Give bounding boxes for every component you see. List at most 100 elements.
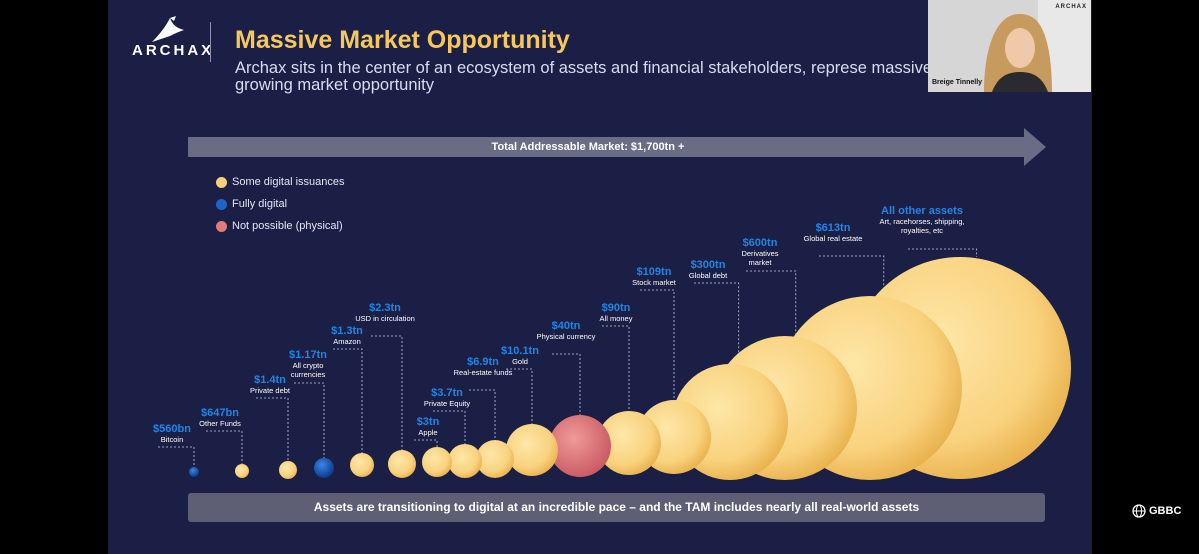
asset-value: $90tn: [601, 302, 631, 314]
connector-line: [552, 353, 581, 415]
asset-name: Real-estate funds: [453, 368, 513, 377]
asset-name: Art, racehorses, shipping, royalties, et…: [879, 217, 965, 235]
asset-value: $1.4tn: [254, 374, 286, 386]
asset-name: Gold: [512, 357, 528, 366]
asset-label: $6.9tn Real-estate funds: [438, 356, 528, 377]
legend-item-fully-digital: Fully digital: [216, 196, 287, 212]
asset-value: $109tn: [636, 266, 672, 278]
presenter-video-icon: [928, 0, 1091, 92]
asset-bubble: [549, 415, 611, 477]
asset-name: Amazon: [333, 337, 361, 346]
connector-line: [469, 389, 496, 440]
asset-value: $300tn: [690, 259, 726, 271]
archax-logo-text: ARCHAX: [132, 42, 215, 59]
asset-bubble: [279, 461, 297, 479]
asset-name: Private debt: [249, 386, 291, 395]
asset-label: $647bn Other Funds: [175, 407, 265, 428]
asset-name: Apple: [418, 428, 438, 437]
presenter-name: Breige Tinnelly: [932, 79, 983, 86]
legend-label: Fully digital: [232, 198, 288, 210]
asset-name: All money: [599, 314, 633, 323]
asset-label: $90tn All money: [571, 302, 661, 323]
legend-label: Some digital issuances: [232, 176, 345, 188]
asset-label: $560bn Bitcoin: [127, 423, 217, 444]
presentation-slide: ARCHAX Massive Market Opportunity Archax…: [108, 0, 1092, 554]
archax-bird-logo-icon: [152, 16, 184, 42]
asset-label: $1.4tn Private debt: [225, 374, 315, 395]
asset-name: Bitcoin: [160, 435, 184, 444]
asset-label: $3tn Apple: [383, 416, 473, 437]
connector-line: [206, 430, 243, 464]
asset-value: $1.17tn: [289, 349, 327, 361]
asset-name: Other Funds: [199, 419, 241, 428]
asset-name: Stock market: [632, 278, 676, 287]
connector-line: [506, 368, 533, 424]
connector-line: [433, 410, 466, 444]
asset-name: All crypto currencies: [290, 361, 326, 379]
asset-name: USD in circulation: [355, 314, 415, 323]
asset-value: $2.3tn: [369, 302, 401, 314]
asset-label: $300tn Global debt: [663, 259, 753, 280]
connector-line: [602, 325, 630, 411]
asset-bubble: [506, 424, 558, 476]
webcam-logo: ARCHAX: [1055, 4, 1087, 10]
asset-name: Derivatives market: [741, 249, 779, 267]
asset-label: $1.3tn Amazon: [302, 325, 392, 346]
legend-dot-blue-icon: [216, 198, 227, 210]
bottom-caption: Assets are transitioning to digital at a…: [188, 493, 1045, 522]
connector-line: [694, 282, 740, 364]
gbbc-brand: GBBC: [1132, 504, 1181, 518]
asset-bubble: [476, 440, 514, 478]
asset-value: $10.1tn: [501, 345, 539, 357]
connector-line: [333, 348, 363, 453]
globe-icon: [1132, 504, 1146, 518]
tam-label: Total Addressable Market: $1,700tn +: [491, 141, 685, 153]
asset-labels: $560bn Bitcoin $647bn Other Funds $1.4tn Priv…: [108, 0, 1092, 554]
tam-arrow-icon: [188, 128, 1046, 166]
asset-label: $10.1tn Gold: [475, 345, 565, 366]
asset-bubble: [235, 464, 249, 478]
asset-bubble-chart: [158, 248, 1071, 480]
webcam-overlay: ARCHAX Breige Tinnelly: [928, 0, 1091, 92]
asset-value: $1.3tn: [331, 325, 363, 337]
asset-label: $1.17tn All crypto currencies: [263, 349, 353, 379]
asset-label: $613tn Global real estate: [788, 222, 878, 243]
asset-value: $560bn: [153, 423, 191, 435]
connector-line: [640, 289, 675, 400]
legend-label: Not possible (physical): [232, 220, 343, 232]
connector-line: [294, 382, 325, 458]
connector-line: [819, 255, 885, 296]
asset-bubble: [422, 447, 452, 477]
asset-bubble: [350, 453, 374, 477]
legend-item-some-digital: Some digital issuances: [216, 174, 345, 190]
asset-value: All other assets: [881, 205, 963, 217]
asset-value: $647bn: [201, 407, 239, 419]
asset-name: Physical currency: [536, 332, 596, 341]
asset-value: $613tn: [815, 222, 851, 234]
gbbc-text: GBBC: [1149, 505, 1182, 517]
legend-item-not-possible: Not possible (physical): [216, 218, 343, 234]
asset-bubble: [388, 450, 416, 478]
legend-dot-gold-icon: [216, 176, 227, 188]
connector-line: [158, 446, 195, 467]
asset-name: Global debt: [688, 271, 728, 280]
connector-line: [256, 397, 289, 461]
asset-bubble: [189, 467, 199, 477]
asset-value: $3.7tn: [431, 387, 463, 399]
asset-label: All other assets Art, racehorses, shippin…: [877, 205, 967, 235]
asset-value: $3tn: [416, 416, 440, 428]
slide-title: Massive Market Opportunity: [235, 26, 570, 54]
asset-value: $40tn: [551, 320, 581, 332]
asset-value: $6.9tn: [467, 356, 499, 368]
asset-value: $600tn: [742, 237, 778, 249]
legend-dot-red-icon: [216, 220, 227, 232]
connector-line: [746, 270, 797, 336]
slide-subtitle: Archax sits in the center of an ecosyste…: [235, 59, 965, 94]
logo-divider: [210, 22, 211, 62]
asset-bubble: [314, 458, 334, 478]
asset-name: Private Equity: [423, 399, 471, 408]
asset-label: $3.7tn Private Equity: [402, 387, 492, 408]
asset-label: $2.3tn USD in circulation: [340, 302, 430, 323]
asset-label: $600tn Derivatives market: [715, 237, 805, 267]
asset-label: $40tn Physical currency: [521, 320, 611, 341]
